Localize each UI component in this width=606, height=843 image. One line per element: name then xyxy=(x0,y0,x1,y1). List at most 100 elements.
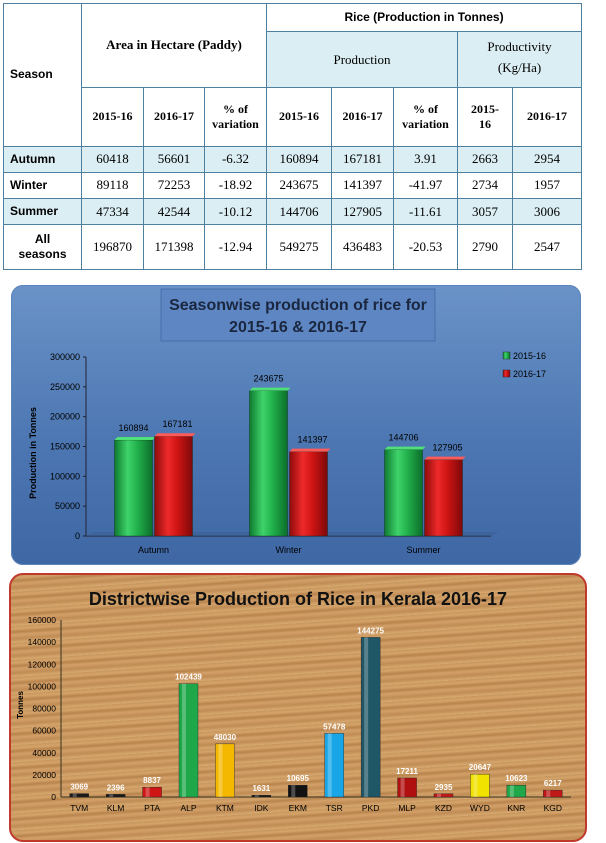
col-area-variation-line2: variation xyxy=(212,116,259,131)
chart2-y-tick-label: 100000 xyxy=(28,681,57,691)
chart2-x-tick-label: TVM xyxy=(70,803,88,813)
chart2-data-label: 8837 xyxy=(143,776,161,785)
productivity-header: Productivity (Kg/Ha) xyxy=(456,31,583,88)
chart1-y-ticks: 0 50000 100000 150000 200000 250000 300000 xyxy=(50,352,86,541)
cell: 141397 xyxy=(331,171,394,200)
chart2-data-label: 6217 xyxy=(544,779,562,788)
chart2-bar-highlight xyxy=(218,743,223,797)
col-area-2016: 2016-17 xyxy=(143,86,205,147)
chart1-data-label: 243675 xyxy=(253,374,283,384)
chart2-x-tick-label: KGD xyxy=(544,803,562,813)
cell: 72253 xyxy=(143,171,205,200)
cell: 60418 xyxy=(81,145,144,173)
chart2-bar-highlight xyxy=(364,637,369,797)
cell: 1957 xyxy=(511,171,583,200)
col-prod-variation: % of variation xyxy=(393,86,458,147)
chart2-y-ticks: 0 20000 40000 60000 80000 100000 120000 140000 1… xyxy=(28,615,57,802)
cell: 144706 xyxy=(266,198,332,226)
chart2-data-label: 3069 xyxy=(70,783,88,792)
productivity-header-line2: (Kg/Ha) xyxy=(497,59,542,75)
chart2-bar-WYD xyxy=(470,773,490,798)
table-row: Winter 89118 72253 -18.92 243675 141397 … xyxy=(3,171,583,200)
chart2-bar-highlight xyxy=(327,733,332,797)
col-area-variation-line1: % of xyxy=(223,101,248,116)
cell: 171398 xyxy=(143,224,205,270)
chart2-bar-highlight xyxy=(473,774,478,797)
cell: 2547 xyxy=(511,224,583,270)
cell: -20.53 xyxy=(393,224,458,270)
col-prod-variation-line2: variation xyxy=(402,116,449,131)
chart2-bar-ALP xyxy=(178,683,199,798)
chart1-legend-label: 2016-17 xyxy=(513,369,546,379)
chart2-y-tick-label: 80000 xyxy=(32,704,56,714)
chart2-title: Districtwise Production of Rice in Keral… xyxy=(89,589,507,609)
cell: 160894 xyxy=(266,145,332,173)
chart2-x-tick-label: ALP xyxy=(180,803,196,813)
chart2-x-tick-label: KNR xyxy=(507,803,525,813)
chart1-y-tick-label: 100000 xyxy=(50,471,80,481)
chart1-bar-top xyxy=(249,387,291,391)
rice-production-table: Season Area in Hectare (Paddy) Rice (Pro… xyxy=(3,2,583,270)
chart1-y-tick-label: 0 xyxy=(75,531,80,541)
col-area-2015: 2015-16 xyxy=(81,86,144,147)
chart2-x-tick-label: MLP xyxy=(398,803,416,813)
cell: 2790 xyxy=(457,224,513,270)
cell: 3057 xyxy=(457,198,513,226)
season-header: Season xyxy=(3,3,82,147)
chart1-data-label: 167181 xyxy=(162,419,192,429)
chart1-bar-2016-17 xyxy=(424,459,463,537)
cell: -41.97 xyxy=(393,171,458,200)
chart2-bar-KLM xyxy=(105,794,126,798)
chart1-title-line2: 2015-16 & 2016-17 xyxy=(229,319,367,336)
col-yield-2015-line1: 2015- xyxy=(471,101,499,116)
chart2-bar-IDK xyxy=(251,794,272,798)
row-season: Summer xyxy=(3,198,82,226)
chart1-y-axis-label: Production in Tonnes xyxy=(28,407,38,499)
cell: 167181 xyxy=(331,145,394,173)
chart2-data-label: 102439 xyxy=(175,673,202,682)
chart2-data-label: 17211 xyxy=(396,767,418,776)
chart2-x-tick-label: KZD xyxy=(435,803,452,813)
row-season-line1: All xyxy=(34,232,51,247)
cell: 436483 xyxy=(331,224,394,270)
chart1-x-labels: Autumn Winter Summer xyxy=(138,545,441,555)
chart2-bar-KGD xyxy=(543,789,563,798)
cell: -11.61 xyxy=(393,198,458,226)
chart2-y-tick-label: 120000 xyxy=(28,659,57,669)
chart2-x-tick-label: KTM xyxy=(216,803,234,813)
chart1-bar-2015-16 xyxy=(114,439,153,537)
chart2-bar-highlight xyxy=(437,793,441,797)
seasonwise-chart-panel: Seasonwise production of rice for 2015-1… xyxy=(11,285,581,565)
cell: -10.12 xyxy=(204,198,267,226)
chart2-bar-highlight xyxy=(254,795,259,797)
chart2-data-label: 2935 xyxy=(435,783,453,792)
cell: 127905 xyxy=(331,198,394,226)
cell: 42544 xyxy=(143,198,205,226)
cell: 2954 xyxy=(511,145,583,173)
cell: 196870 xyxy=(81,224,144,270)
seasonwise-chart: Seasonwise production of rice for 2015-1… xyxy=(28,288,546,555)
chart2-bar-KZD xyxy=(433,793,454,798)
chart2-y-tick-label: 140000 xyxy=(28,637,57,647)
districtwise-chart-panel: Districtwise Production of Rice in Keral… xyxy=(9,573,587,842)
chart1-data-label: 127905 xyxy=(432,443,462,453)
districtwise-chart: Districtwise Production of Rice in Keral… xyxy=(16,589,571,813)
chart1-bar-2016-17 xyxy=(154,436,193,537)
chart2-x-tick-label: KLM xyxy=(107,803,124,813)
row-season: All seasons xyxy=(3,224,82,270)
chart2-bar-PKD xyxy=(360,637,381,798)
chart2-plot-area: 3069 2396 8837 102439 48030 1631 10695 57478 144… xyxy=(60,620,571,798)
chart2-data-label: 57478 xyxy=(323,722,346,731)
chart2-data-label: 144275 xyxy=(357,626,384,635)
col-prod-2015: 2015-16 xyxy=(266,86,332,147)
chart1-y-tick-label: 300000 xyxy=(50,352,80,362)
chart2-bar-highlight xyxy=(109,794,114,797)
chart1-bar-2015-16 xyxy=(249,390,288,537)
chart2-bar-highlight xyxy=(400,777,405,797)
cell: 47334 xyxy=(81,198,144,226)
chart1-legend-swatch xyxy=(502,351,511,360)
chart2-bar-highlight xyxy=(72,793,77,797)
chart2-bar-highlight xyxy=(291,785,296,797)
cell: 2663 xyxy=(457,145,513,173)
chart2-y-tick-label: 160000 xyxy=(28,615,57,625)
